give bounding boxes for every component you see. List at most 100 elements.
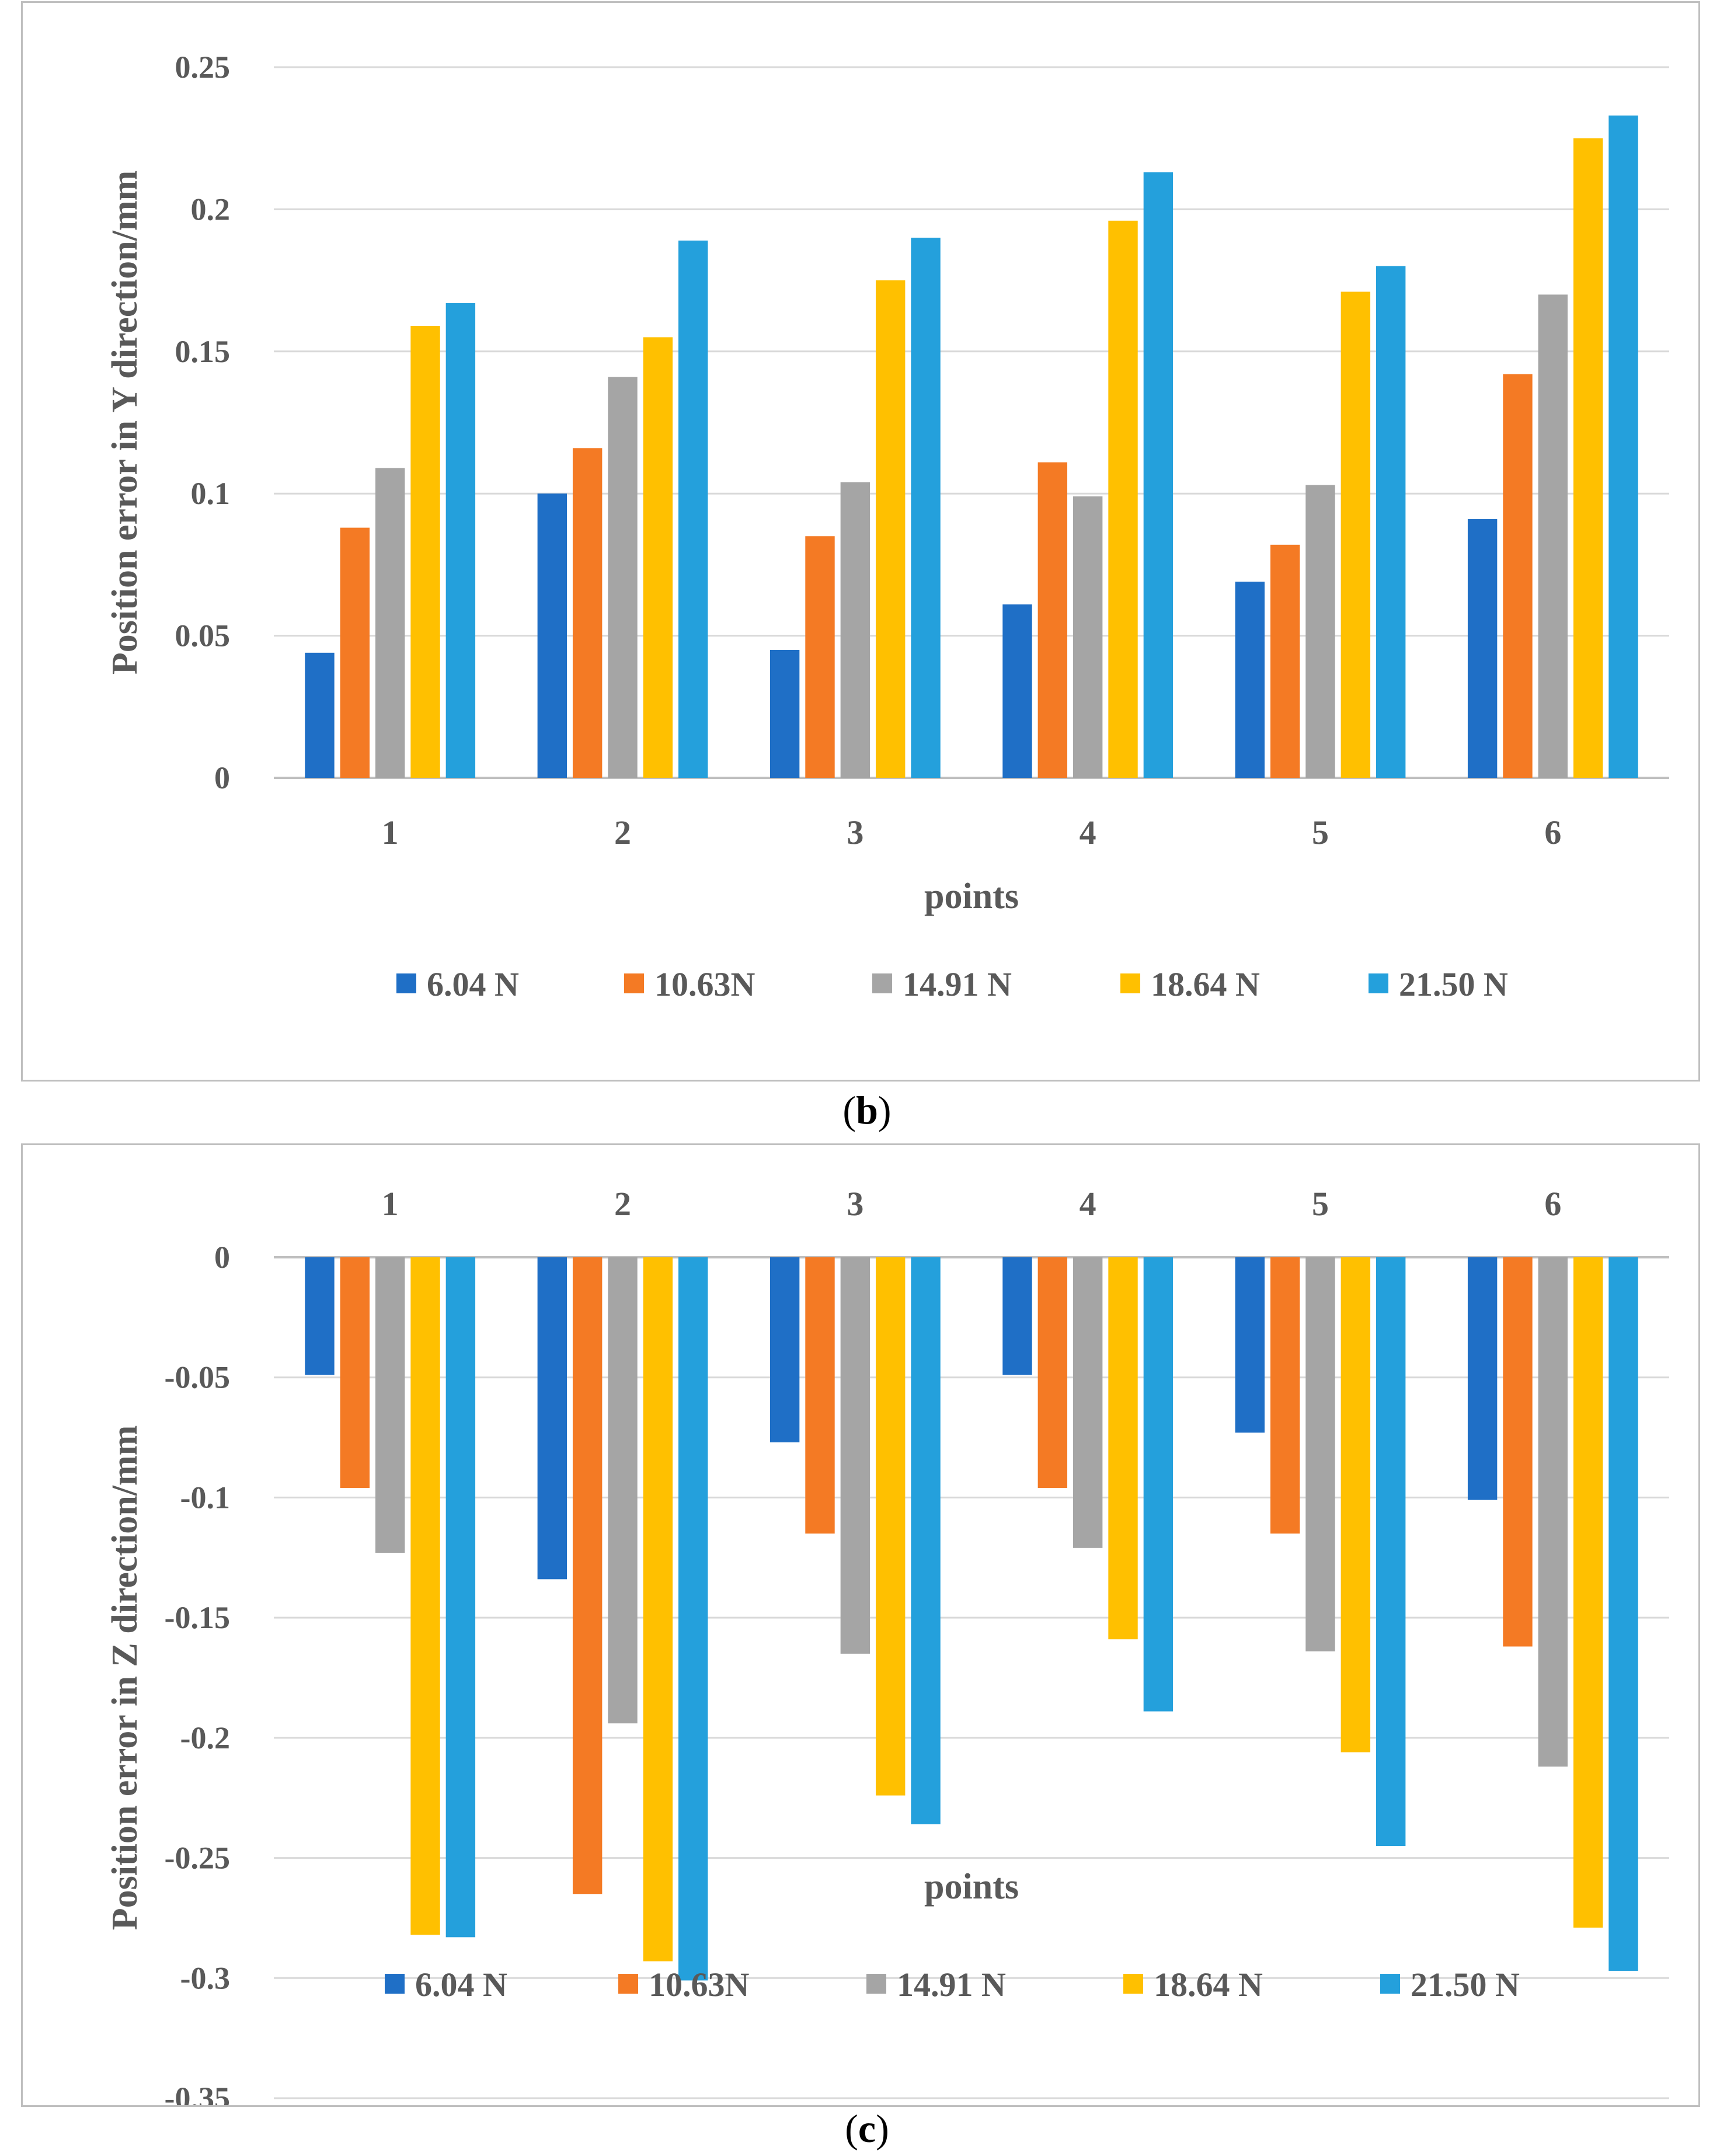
caption-c: (c) bbox=[845, 2106, 889, 2151]
chart-c-bar-s5-p1 bbox=[445, 1257, 476, 1938]
chart-b-bar-s4-p5 bbox=[1340, 291, 1371, 778]
chart-b-legend-swatch-3 bbox=[872, 973, 892, 993]
chart-b-category-label: 3 bbox=[847, 813, 863, 851]
chart-b-bar-s3-p5 bbox=[1305, 485, 1335, 778]
chart-b-bar-s5-p4 bbox=[1143, 172, 1174, 778]
chart-b-bar-s3-p3 bbox=[840, 482, 871, 778]
chart-c-bar-s3-p6 bbox=[1538, 1257, 1568, 1767]
chart-c-ytick-label: -0.35 bbox=[165, 2081, 230, 2105]
chart-c-bar-s2-p3 bbox=[805, 1257, 835, 1534]
chart-b-bar-s3-p1 bbox=[375, 468, 405, 778]
chart-b-bar-s5-p1 bbox=[445, 303, 476, 778]
chart-c-ytick-label: -0.15 bbox=[165, 1600, 230, 1635]
chart-c-ytick-label: -0.25 bbox=[165, 1841, 230, 1876]
chart-c-svg: 0 -0.05 -0.1 -0.15 -0.2 -0.25 -0.3 -0.35 1 2 3 4 5 6 p… bbox=[105, 1185, 1669, 2105]
chart-c-ytick-label: -0.2 bbox=[180, 1720, 230, 1755]
chart-b-ytick-label: 0.05 bbox=[175, 618, 231, 653]
chart-b-bar-s1-p4 bbox=[1002, 604, 1032, 778]
chart-b-bar-s5-p3 bbox=[911, 238, 941, 778]
chart-c-bar-s1-p6 bbox=[1467, 1257, 1498, 1500]
chart-b-svg: 0 0.05 0.1 0.15 0.2 0.25 1 2 3 4 5 6 points Position … bbox=[105, 50, 1669, 1003]
chart-b-bar-s4-p2 bbox=[643, 337, 673, 778]
chart-b-legend-swatch-5 bbox=[1369, 973, 1388, 993]
chart-c-bar-s5-p5 bbox=[1376, 1257, 1406, 1846]
chart-panel-b: 0 0.05 0.1 0.15 0.2 0.25 1 2 3 4 5 6 points Position … bbox=[21, 1, 1700, 1082]
chart-b-ytick-label: 0 bbox=[214, 760, 230, 795]
chart-c-bar-s2-p6 bbox=[1503, 1257, 1533, 1647]
chart-c-legend-label-2: 10.63N bbox=[649, 1966, 750, 2004]
chart-c-bar-s4-p6 bbox=[1573, 1257, 1603, 1928]
chart-b-ytick-label: 0.15 bbox=[175, 334, 231, 369]
chart-b-bar-s4-p6 bbox=[1573, 138, 1603, 778]
chart-c-bar-s4-p2 bbox=[643, 1257, 673, 1962]
chart-b-bar-s5-p2 bbox=[678, 240, 708, 778]
chart-c-bar-s3-p2 bbox=[608, 1257, 638, 1724]
caption-b: (b) bbox=[842, 1088, 892, 1132]
chart-c-bar-s1-p1 bbox=[305, 1257, 335, 1375]
chart-b-y-axis-title: Position error in Y direction/mm bbox=[105, 171, 145, 674]
chart-c-bar-s3-p1 bbox=[375, 1257, 405, 1553]
chart-b-bar-s4-p4 bbox=[1108, 220, 1138, 778]
chart-c-bar-s5-p2 bbox=[678, 1257, 708, 1981]
chart-c-category-label: 3 bbox=[847, 1185, 863, 1223]
chart-b-legend-label-1: 6.04 N bbox=[427, 965, 519, 1003]
chart-b-legend-swatch-1 bbox=[396, 973, 416, 993]
chart-b-legend-label-5: 21.50 N bbox=[1399, 965, 1508, 1003]
chart-c-legend-swatch-4 bbox=[1123, 1974, 1143, 1994]
chart-b-bar-s1-p6 bbox=[1467, 519, 1498, 778]
chart-c-legend-label-3: 14.91 N bbox=[897, 1966, 1006, 2004]
chart-c-legend-label-4: 18.64 N bbox=[1154, 1966, 1263, 2004]
chart-c-legend-label-1: 6.04 N bbox=[415, 1966, 507, 2004]
chart-panel-c: 0 -0.05 -0.1 -0.15 -0.2 -0.25 -0.3 -0.35 1 2 3 4 5 6 p… bbox=[21, 1143, 1700, 2107]
chart-b-legend-swatch-2 bbox=[624, 973, 644, 993]
chart-c-bar-s3-p4 bbox=[1073, 1257, 1103, 1548]
chart-c-ytick-label: -0.3 bbox=[180, 1960, 230, 1995]
chart-c-category-label: 6 bbox=[1544, 1185, 1561, 1223]
chart-c-ytick-label: -0.05 bbox=[165, 1360, 230, 1395]
chart-b-bar-s4-p3 bbox=[875, 280, 906, 778]
chart-c-x-axis-title: points bbox=[924, 1867, 1019, 1907]
chart-c-bar-s2-p1 bbox=[340, 1257, 370, 1488]
chart-c-bar-s1-p4 bbox=[1002, 1257, 1032, 1375]
chart-b-bar-s3-p6 bbox=[1538, 294, 1568, 778]
chart-b-bar-s2-p6 bbox=[1503, 374, 1533, 778]
chart-c-y-axis-title: Position error in Z direction/mm bbox=[105, 1425, 145, 1931]
chart-c-category-label: 2 bbox=[614, 1185, 631, 1223]
chart-b-bar-s3-p4 bbox=[1073, 496, 1103, 778]
chart-c-bar-s3-p5 bbox=[1305, 1257, 1335, 1651]
chart-b-bar-s1-p2 bbox=[537, 493, 567, 778]
chart-c-category-label: 4 bbox=[1080, 1185, 1096, 1223]
chart-c-bar-s3-p3 bbox=[840, 1257, 871, 1654]
chart-b-bar-s1-p3 bbox=[769, 649, 800, 778]
chart-c-bar-s4-p4 bbox=[1108, 1257, 1138, 1640]
chart-b-legend-label-3: 14.91 N bbox=[903, 965, 1012, 1003]
chart-c-legend-swatch-1 bbox=[385, 1974, 405, 1994]
chart-b-bar-s3-p2 bbox=[608, 377, 638, 778]
chart-b-category-label: 6 bbox=[1544, 813, 1561, 851]
chart-b-bar-s2-p4 bbox=[1037, 462, 1068, 778]
chart-b-x-axis-title: points bbox=[924, 877, 1019, 916]
chart-b-category-label: 4 bbox=[1080, 813, 1096, 851]
chart-c-legend-label-5: 21.50 N bbox=[1411, 1966, 1520, 2004]
chart-c-bar-s2-p4 bbox=[1037, 1257, 1068, 1488]
chart-b-bar-s1-p5 bbox=[1235, 582, 1265, 778]
chart-b-category-label: 5 bbox=[1312, 813, 1329, 851]
chart-c-legend-swatch-5 bbox=[1380, 1974, 1400, 1994]
chart-b-ytick-label: 0.2 bbox=[191, 192, 231, 227]
chart-b-legend-swatch-4 bbox=[1120, 973, 1140, 993]
chart-c-bar-s4-p1 bbox=[410, 1257, 440, 1935]
chart-c-legend-swatch-3 bbox=[866, 1974, 886, 1994]
chart-b-ytick-label: 0.1 bbox=[191, 476, 231, 511]
chart-c-ytick-label: 0 bbox=[214, 1240, 230, 1275]
chart-b-bar-s1-p1 bbox=[305, 652, 335, 778]
chart-b-bar-s2-p1 bbox=[340, 527, 370, 778]
chart-c-bar-s4-p5 bbox=[1340, 1257, 1371, 1752]
chart-b-bar-s5-p6 bbox=[1608, 115, 1638, 778]
chart-b-bar-s2-p3 bbox=[805, 536, 835, 778]
chart-c-bar-s5-p6 bbox=[1608, 1257, 1638, 1971]
chart-b-legend-label-4: 18.64 N bbox=[1151, 965, 1260, 1003]
chart-b-category-label: 2 bbox=[614, 813, 631, 851]
chart-b-ytick-label: 0.25 bbox=[175, 50, 231, 85]
chart-c-category-label: 5 bbox=[1312, 1185, 1329, 1223]
chart-c-legend-swatch-2 bbox=[618, 1974, 638, 1994]
